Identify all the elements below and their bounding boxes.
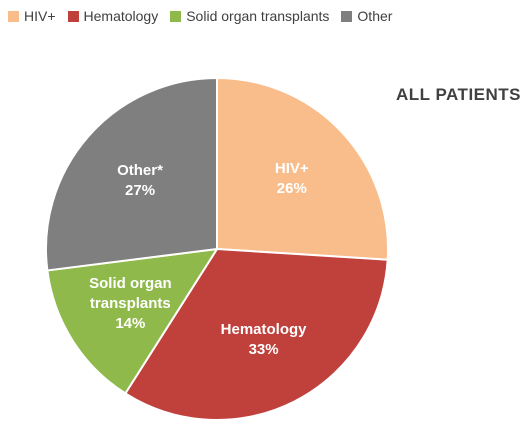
slice-label: Other* 27% xyxy=(80,161,200,201)
pie-slice xyxy=(46,247,219,395)
pie-slice xyxy=(45,76,218,272)
slice-value: 33% xyxy=(248,341,279,359)
pie-slice xyxy=(216,76,389,261)
slice-name: Hematology xyxy=(220,321,307,339)
legend-item: Other xyxy=(341,8,392,24)
legend-item: Hematology xyxy=(67,8,159,24)
legend-label: HIV+ xyxy=(24,8,56,24)
slice-value: 27% xyxy=(125,182,156,200)
slice-label: Solid organ transplants 14% xyxy=(70,274,190,334)
slice-name: Other* xyxy=(117,162,163,180)
legend-label: Other xyxy=(357,8,393,24)
slice-name: HIV+ xyxy=(274,159,309,177)
slice-value: 26% xyxy=(276,179,307,197)
slice-label: Hematology 33% xyxy=(204,320,324,360)
legend-swatch xyxy=(341,10,353,22)
legend-swatch xyxy=(8,10,19,22)
legend-item: HIV+ xyxy=(8,8,56,24)
legend-item: Solid organ transplants xyxy=(170,8,329,24)
legend-swatch xyxy=(170,10,182,22)
legend: HIV+ Hematology Solid organ transplants Oth… xyxy=(8,8,392,24)
legend-label: Hematology xyxy=(83,8,159,24)
legend-label: Solid organ transplants xyxy=(186,8,330,24)
legend-swatch xyxy=(67,10,79,22)
slice-label: HIV+ 26% xyxy=(232,159,352,199)
slice-name: Solid organ transplants xyxy=(89,274,172,312)
chart-title: ALL PATIENTS xyxy=(396,85,521,104)
slice-value: 14% xyxy=(115,314,146,332)
